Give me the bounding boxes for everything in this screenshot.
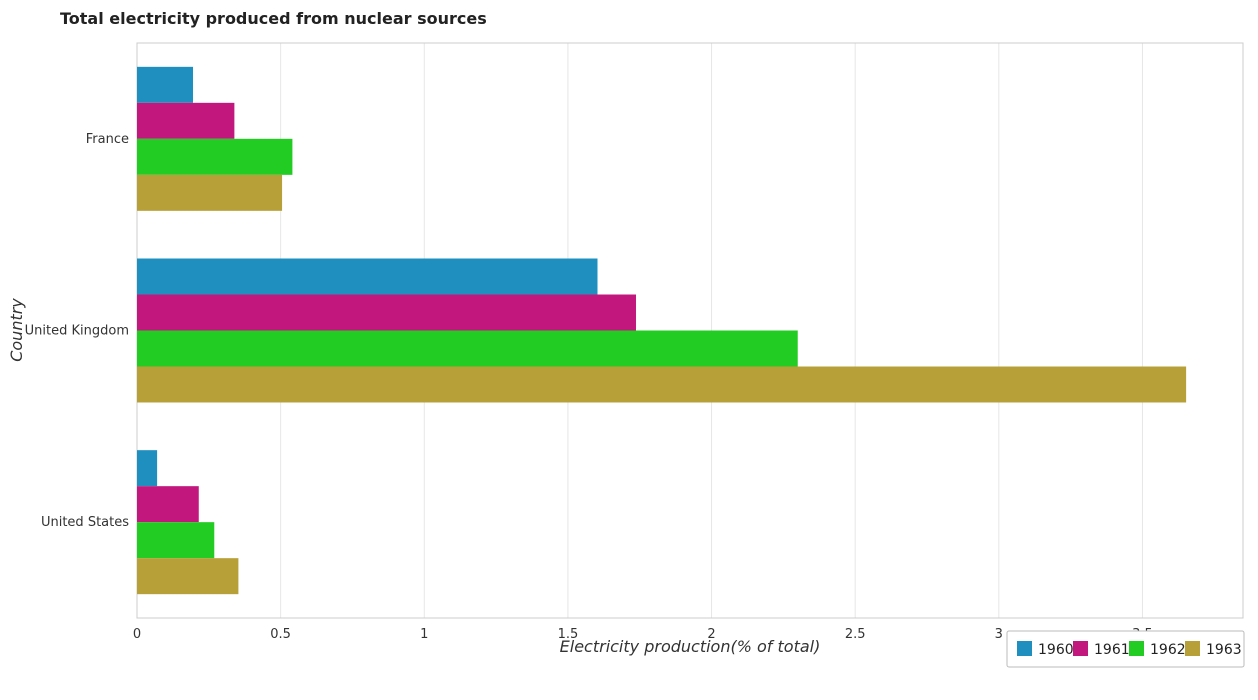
- legend-swatch-1960: [1017, 641, 1032, 656]
- legend-label-1962: 1962: [1150, 642, 1186, 658]
- x-axis-label: Electricity production(% of total): [560, 637, 821, 656]
- bar-1961-united-kingdom: [137, 294, 636, 331]
- x-tick-label: 1: [420, 627, 428, 642]
- chart-title: Total electricity produced from nuclear …: [60, 9, 487, 28]
- bars: [137, 66, 1187, 595]
- x-tick-label: 2.5: [845, 627, 866, 642]
- bar-1961-united-states: [137, 486, 199, 523]
- y-tick-labels: France United Kingdom United States: [25, 132, 130, 530]
- legend-swatch-1961: [1073, 641, 1088, 656]
- bar-1961-france: [137, 102, 235, 139]
- y-tick-label: United Kingdom: [25, 324, 129, 339]
- bar-1963-united-kingdom: [137, 366, 1187, 403]
- x-tick-label: 0: [133, 627, 141, 642]
- legend-swatch-1963: [1185, 641, 1200, 656]
- bar-1963-france: [137, 174, 283, 211]
- x-tick-label: 0.5: [270, 627, 291, 642]
- y-axis-label: Country: [7, 298, 26, 362]
- legend-swatch-1962: [1129, 641, 1144, 656]
- legend-label-1963: 1963: [1206, 642, 1242, 658]
- legend-label-1960: 1960: [1038, 642, 1074, 658]
- x-tick-label: 1.5: [558, 627, 579, 642]
- legend-label-1961: 1961: [1094, 642, 1130, 658]
- x-tick-label: 3: [995, 627, 1003, 642]
- bar-1962-united-kingdom: [137, 330, 798, 367]
- bar-1962-united-states: [137, 522, 215, 559]
- x-tick-label: 2: [707, 627, 715, 642]
- y-tick-label: France: [86, 132, 129, 147]
- bar-1960-united-kingdom: [137, 258, 598, 295]
- bar-1963-united-states: [137, 558, 239, 595]
- legend: 1960 1961 1962 1963: [1006, 630, 1245, 668]
- bar-1960-united-states: [137, 450, 158, 487]
- y-tick-label: United States: [41, 515, 129, 530]
- bar-1960-france: [137, 66, 194, 103]
- legend-box: [1006, 630, 1245, 668]
- bar-1962-france: [137, 138, 293, 175]
